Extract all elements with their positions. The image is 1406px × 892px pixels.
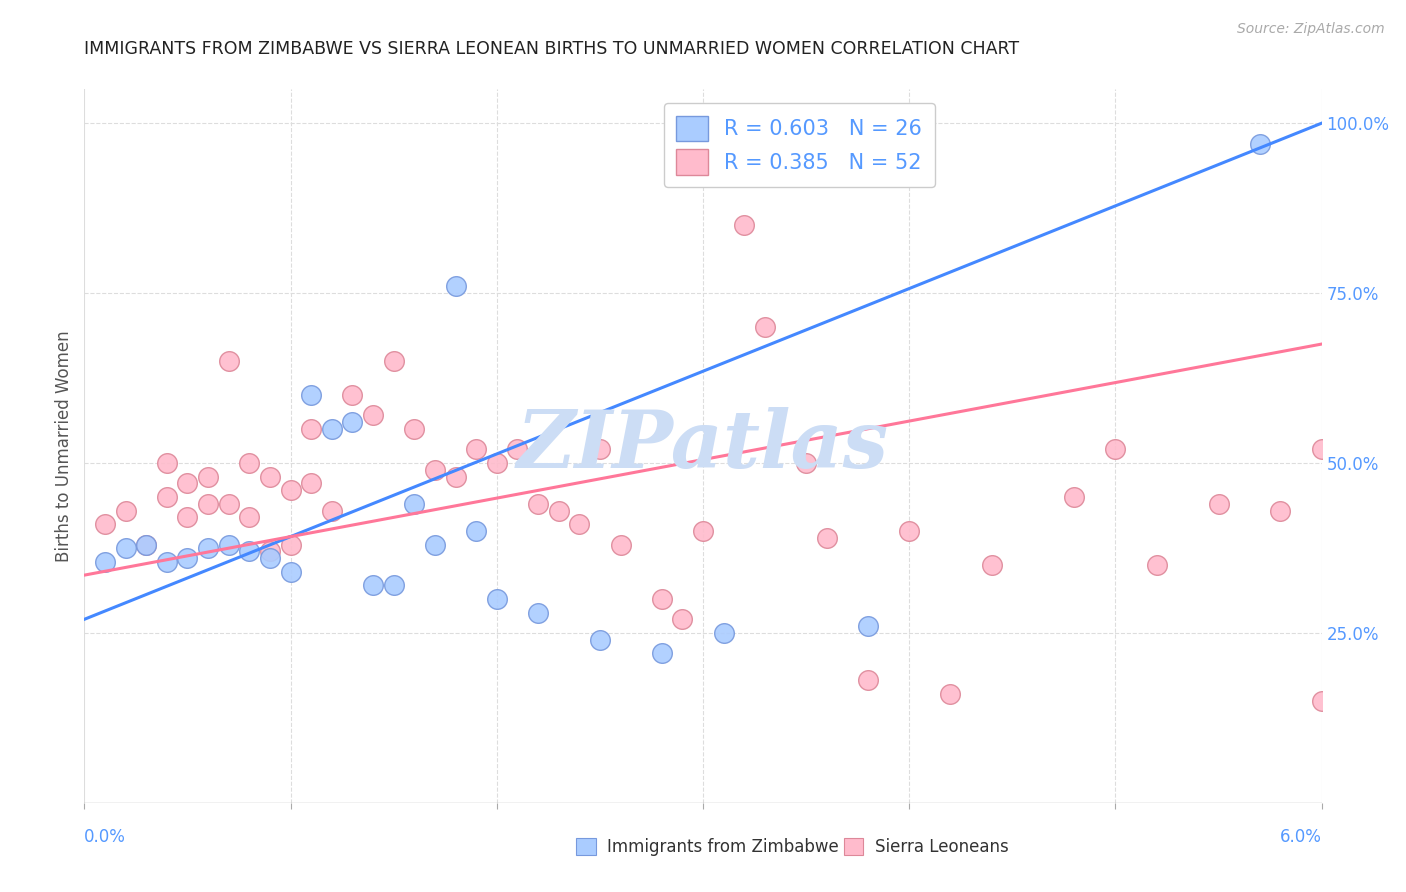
Point	[218, 497, 240, 511]
Point	[609, 537, 631, 551]
Point	[197, 541, 219, 555]
Point	[197, 497, 219, 511]
Point	[259, 469, 281, 483]
Text: Source: ZipAtlas.com: Source: ZipAtlas.com	[1237, 22, 1385, 37]
Point	[485, 456, 508, 470]
Point	[856, 619, 879, 633]
Point	[404, 497, 426, 511]
Point	[299, 388, 322, 402]
Point	[321, 422, 343, 436]
Point	[1063, 490, 1085, 504]
Point	[218, 537, 240, 551]
Point	[259, 544, 281, 558]
Point	[465, 442, 488, 457]
Point	[361, 578, 384, 592]
Point	[156, 555, 179, 569]
Point	[238, 456, 260, 470]
Point	[506, 442, 529, 457]
Point	[939, 687, 962, 701]
Legend: R = 0.603   N = 26, R = 0.385   N = 52: R = 0.603 N = 26, R = 0.385 N = 52	[664, 103, 935, 187]
Point	[114, 503, 136, 517]
Point	[1208, 497, 1230, 511]
Text: 6.0%: 6.0%	[1279, 828, 1322, 846]
Point	[299, 476, 322, 491]
Point	[218, 354, 240, 368]
Point	[342, 388, 364, 402]
Point	[527, 497, 550, 511]
Point	[485, 591, 508, 606]
Point	[238, 510, 260, 524]
Point	[794, 456, 817, 470]
Point	[176, 476, 198, 491]
Point	[94, 555, 117, 569]
Point	[692, 524, 714, 538]
Point	[547, 503, 569, 517]
Point	[980, 558, 1002, 572]
Point	[156, 490, 179, 504]
Point	[1249, 136, 1271, 151]
Point	[404, 422, 426, 436]
Point	[280, 565, 302, 579]
Point	[94, 517, 117, 532]
Point	[1310, 694, 1333, 708]
Point	[197, 469, 219, 483]
Point	[361, 409, 384, 423]
Point	[135, 537, 157, 551]
Point	[856, 673, 879, 688]
Point	[423, 463, 446, 477]
Point	[1146, 558, 1168, 572]
Point	[382, 354, 405, 368]
Point	[651, 646, 673, 660]
Point	[589, 442, 612, 457]
Text: Sierra Leoneans: Sierra Leoneans	[875, 838, 1008, 855]
Point	[1270, 503, 1292, 517]
Point	[465, 524, 488, 538]
Point	[176, 510, 198, 524]
Point	[651, 591, 673, 606]
Point	[671, 612, 693, 626]
Point	[135, 537, 157, 551]
Point	[444, 279, 467, 293]
Point	[1310, 442, 1333, 457]
Point	[754, 320, 776, 334]
Point	[156, 456, 179, 470]
Point	[713, 626, 735, 640]
Point	[280, 483, 302, 498]
Point	[444, 469, 467, 483]
Point	[382, 578, 405, 592]
Point	[280, 537, 302, 551]
Point	[299, 422, 322, 436]
Point	[423, 537, 446, 551]
Point	[527, 606, 550, 620]
Point	[815, 531, 838, 545]
Point	[898, 524, 921, 538]
Point	[568, 517, 591, 532]
Point	[238, 544, 260, 558]
Point	[259, 551, 281, 566]
Point	[1104, 442, 1126, 457]
Text: Immigrants from Zimbabwe: Immigrants from Zimbabwe	[607, 838, 839, 855]
Point	[176, 551, 198, 566]
Point	[342, 415, 364, 429]
Point	[733, 218, 755, 232]
Point	[114, 541, 136, 555]
Text: IMMIGRANTS FROM ZIMBABWE VS SIERRA LEONEAN BIRTHS TO UNMARRIED WOMEN CORRELATION: IMMIGRANTS FROM ZIMBABWE VS SIERRA LEONE…	[84, 40, 1019, 58]
Y-axis label: Births to Unmarried Women: Births to Unmarried Women	[55, 330, 73, 562]
Text: 0.0%: 0.0%	[84, 828, 127, 846]
Point	[589, 632, 612, 647]
Point	[321, 503, 343, 517]
Text: ZIPatlas: ZIPatlas	[517, 408, 889, 484]
